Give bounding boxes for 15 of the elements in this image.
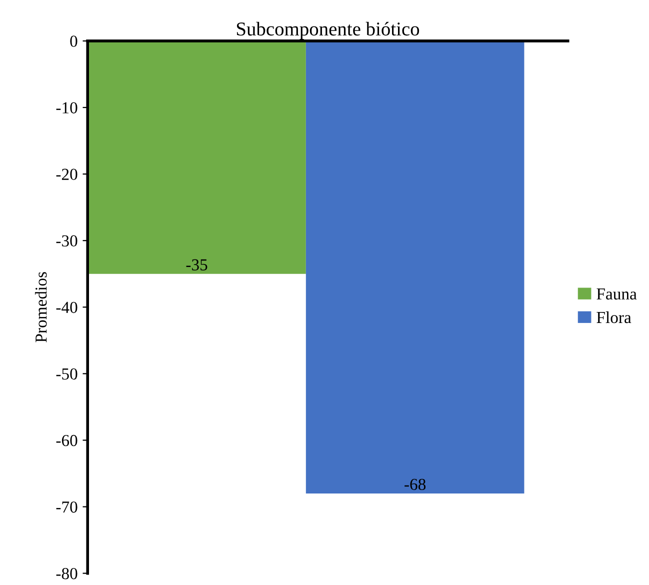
y-tick-label: -40	[56, 302, 78, 314]
legend-label: Flora	[596, 311, 632, 324]
data-label: -68	[404, 478, 426, 490]
y-tick-label: -70	[56, 501, 78, 513]
y-tick-label: -10	[56, 102, 78, 114]
y-axis-title: Promedios	[35, 272, 47, 342]
legend-label: Fauna	[596, 288, 637, 300]
data-label: -35	[186, 259, 208, 270]
chart-title: Subcomponente biótico	[236, 22, 420, 40]
y-tick-label: -50	[56, 368, 78, 380]
y-tick-label: 0	[70, 36, 78, 47]
y-tick-label: -80	[56, 568, 78, 580]
y-tick-label: -30	[56, 235, 78, 247]
y-tick-label: -20	[56, 168, 78, 180]
y-tick-label: -60	[56, 434, 78, 446]
